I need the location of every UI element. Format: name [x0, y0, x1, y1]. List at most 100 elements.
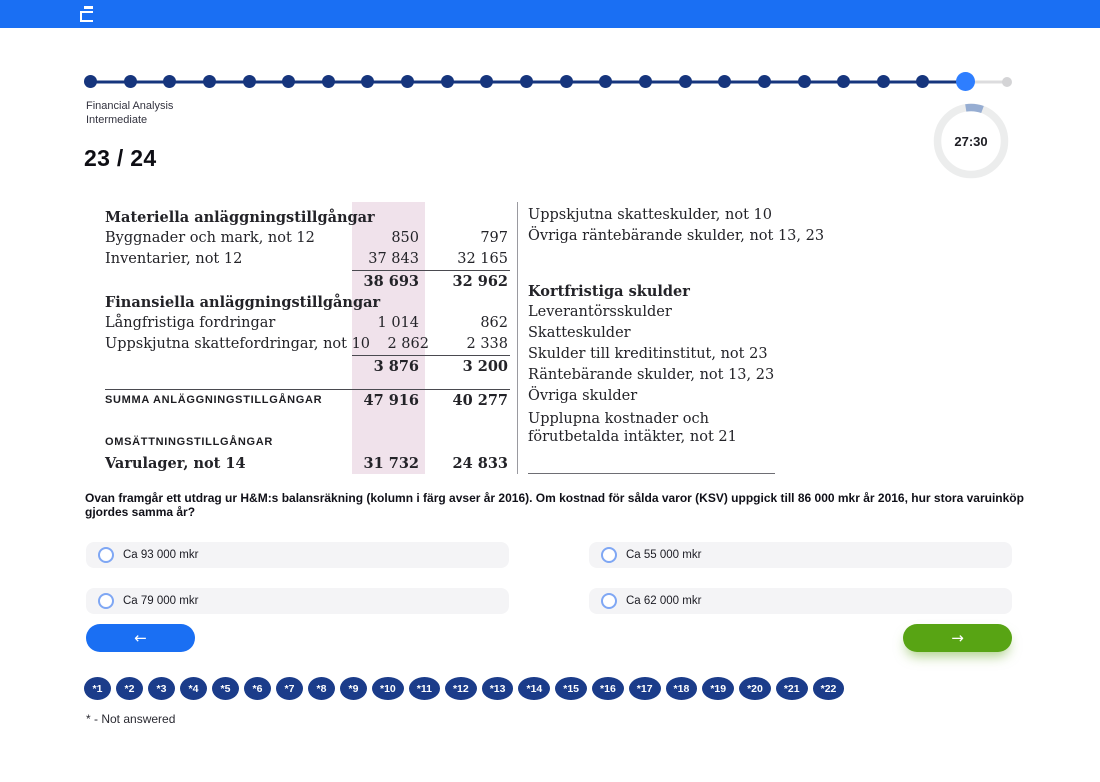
question-button-10[interactable]: *10 [372, 677, 404, 700]
balance-sheet-left: Materiella anläggningstillgångar Byggnade… [105, 202, 510, 474]
timer: 27:30 [930, 100, 1012, 182]
progress-dot-20 [837, 75, 851, 88]
row-label [105, 356, 352, 377]
arrow-right-icon: → [951, 629, 964, 647]
value-highlighted: 850 [391, 230, 419, 246]
progress-dot-18 [757, 75, 771, 88]
radio-icon[interactable] [98, 593, 114, 609]
answer-option-3[interactable]: Ca 79 000 mkr [86, 588, 509, 614]
value-highlighted: 47 916 [363, 392, 420, 409]
question-button-13[interactable]: *13 [481, 677, 514, 700]
progress-dot-1 [84, 75, 97, 88]
question-button-14[interactable]: *14 [518, 677, 551, 700]
question-button-8[interactable]: *8 [308, 677, 335, 700]
value-other: 32 962 [452, 273, 509, 290]
table-row: OMSÄTTNINGSTILLGÅNGAR [105, 432, 510, 453]
value-other: 40 277 [452, 392, 509, 409]
question-button-16[interactable]: *16 [592, 677, 624, 700]
row-label: Varulager, not 14 [105, 455, 246, 472]
table-row: Uppskjutna skattefordringar, not 10 2 862… [105, 334, 510, 355]
table-row: 3 876 3 200 [105, 356, 510, 377]
question-button-22[interactable]: *22 [812, 677, 845, 700]
spacer-row [528, 247, 784, 281]
column-divider [517, 202, 518, 474]
table-row: Finansiella anläggningstillgångar [105, 292, 510, 313]
question-button-1[interactable]: *1 [84, 677, 111, 700]
answer-option-label: Ca 93 000 mkr [123, 549, 199, 561]
answer-option-1[interactable]: Ca 93 000 mkr [86, 542, 509, 568]
table-row: Kortfristiga skulder [528, 283, 690, 300]
value-highlighted: 31 732 [363, 455, 420, 472]
question-button-6[interactable]: *6 [244, 677, 271, 700]
progress-dot-16 [678, 75, 692, 88]
value-other: 2 338 [466, 336, 508, 352]
row-label: Uppskjutna skattefordringar, not 10 [105, 336, 371, 352]
progress-dot-17 [718, 75, 732, 88]
progress-dot-3 [163, 75, 177, 88]
balance-sheet: Materiella anläggningstillgångar Byggnade… [84, 202, 1100, 474]
value-other: 24 833 [452, 455, 509, 472]
row-label [105, 271, 352, 292]
value-highlighted: 37 843 [368, 251, 419, 267]
question-button-7[interactable]: *7 [276, 677, 303, 700]
progress-dot-24 [1001, 76, 1012, 87]
row-label: Långfristiga fordringar [105, 315, 276, 331]
progress-dot-7 [321, 75, 335, 88]
back-button[interactable]: ← [86, 624, 195, 652]
table-row: Räntebärande skulder, not 13, 23 [528, 367, 775, 383]
answer-options: Ca 93 000 mkr Ca 55 000 mkr Ca 79 000 mkr C… [86, 542, 1012, 614]
question-button-3[interactable]: *3 [148, 677, 175, 700]
answer-option-4[interactable]: Ca 62 000 mkr [589, 588, 1012, 614]
value-other: 3 200 [462, 358, 508, 375]
progress-dot-11 [480, 75, 494, 88]
table-row: Upplupna kostnader och förutbetalda intä… [528, 411, 737, 445]
question-button-2[interactable]: *2 [116, 677, 143, 700]
table-row: Varulager, not 14 31 732 24 833 [105, 453, 510, 474]
question-button-11[interactable]: *11 [408, 677, 440, 700]
table-row: Leverantörsskulder [528, 304, 672, 320]
progress-dot-13 [559, 75, 573, 88]
course-info: Financial Analysis Intermediate [86, 99, 1100, 127]
table-row: Övriga räntebärande skulder, not 13, 23 [528, 228, 825, 244]
radio-icon[interactable] [601, 593, 617, 609]
progress-dot-23 [956, 72, 976, 91]
timer-ring-icon [933, 103, 1009, 179]
radio-icon[interactable] [98, 547, 114, 563]
progress-dot-15 [638, 75, 652, 88]
question-button-20[interactable]: *20 [739, 677, 771, 700]
next-button[interactable]: → [903, 624, 1012, 652]
question-button-19[interactable]: *19 [702, 677, 735, 700]
progress-track [84, 72, 1012, 91]
answer-option-2[interactable]: Ca 55 000 mkr [589, 542, 1012, 568]
row-label: Materiella anläggningstillgångar [105, 209, 375, 226]
row-label: OMSÄTTNINGSTILLGÅNGAR [105, 436, 274, 448]
spacer-row [105, 411, 510, 432]
radio-icon[interactable] [601, 547, 617, 563]
bottom-rule [528, 473, 775, 474]
question-button-9[interactable]: *9 [340, 677, 367, 700]
question-button-15[interactable]: *15 [555, 677, 588, 700]
question-button-18[interactable]: *18 [665, 677, 698, 700]
answer-option-label: Ca 79 000 mkr [123, 595, 199, 607]
app-header [0, 0, 1100, 28]
question-button-21[interactable]: *21 [775, 677, 808, 700]
question-button-4[interactable]: *4 [180, 677, 207, 700]
value-highlighted: 1 014 [377, 315, 419, 331]
brand-logo-mark [80, 10, 93, 22]
table-row: 38 693 32 962 [105, 271, 510, 292]
answer-option-label: Ca 62 000 mkr [626, 595, 702, 607]
value-highlighted: 38 693 [363, 273, 420, 290]
question-button-5[interactable]: *5 [212, 677, 239, 700]
question-button-12[interactable]: *12 [444, 677, 477, 700]
row-label: Inventarier, not 12 [105, 251, 243, 267]
question-button-17[interactable]: *17 [628, 677, 661, 700]
timer-value: 27:30 [954, 133, 988, 149]
answer-option-label: Ca 55 000 mkr [626, 549, 702, 561]
balance-sheet-right: Uppskjutna skatteskulder, not 10 Övriga r… [528, 202, 825, 474]
progress-dot-10 [440, 75, 454, 88]
not-answered-note: * - Not answered [86, 712, 176, 726]
table-row: Långfristiga fordringar 1 014 862 [105, 313, 510, 334]
progress-dot-22 [916, 75, 930, 88]
section-rule [105, 389, 510, 390]
table-row: SUMMA ANLÄGGNINGSTILLGÅNGAR 47 916 40 277 [105, 390, 510, 411]
